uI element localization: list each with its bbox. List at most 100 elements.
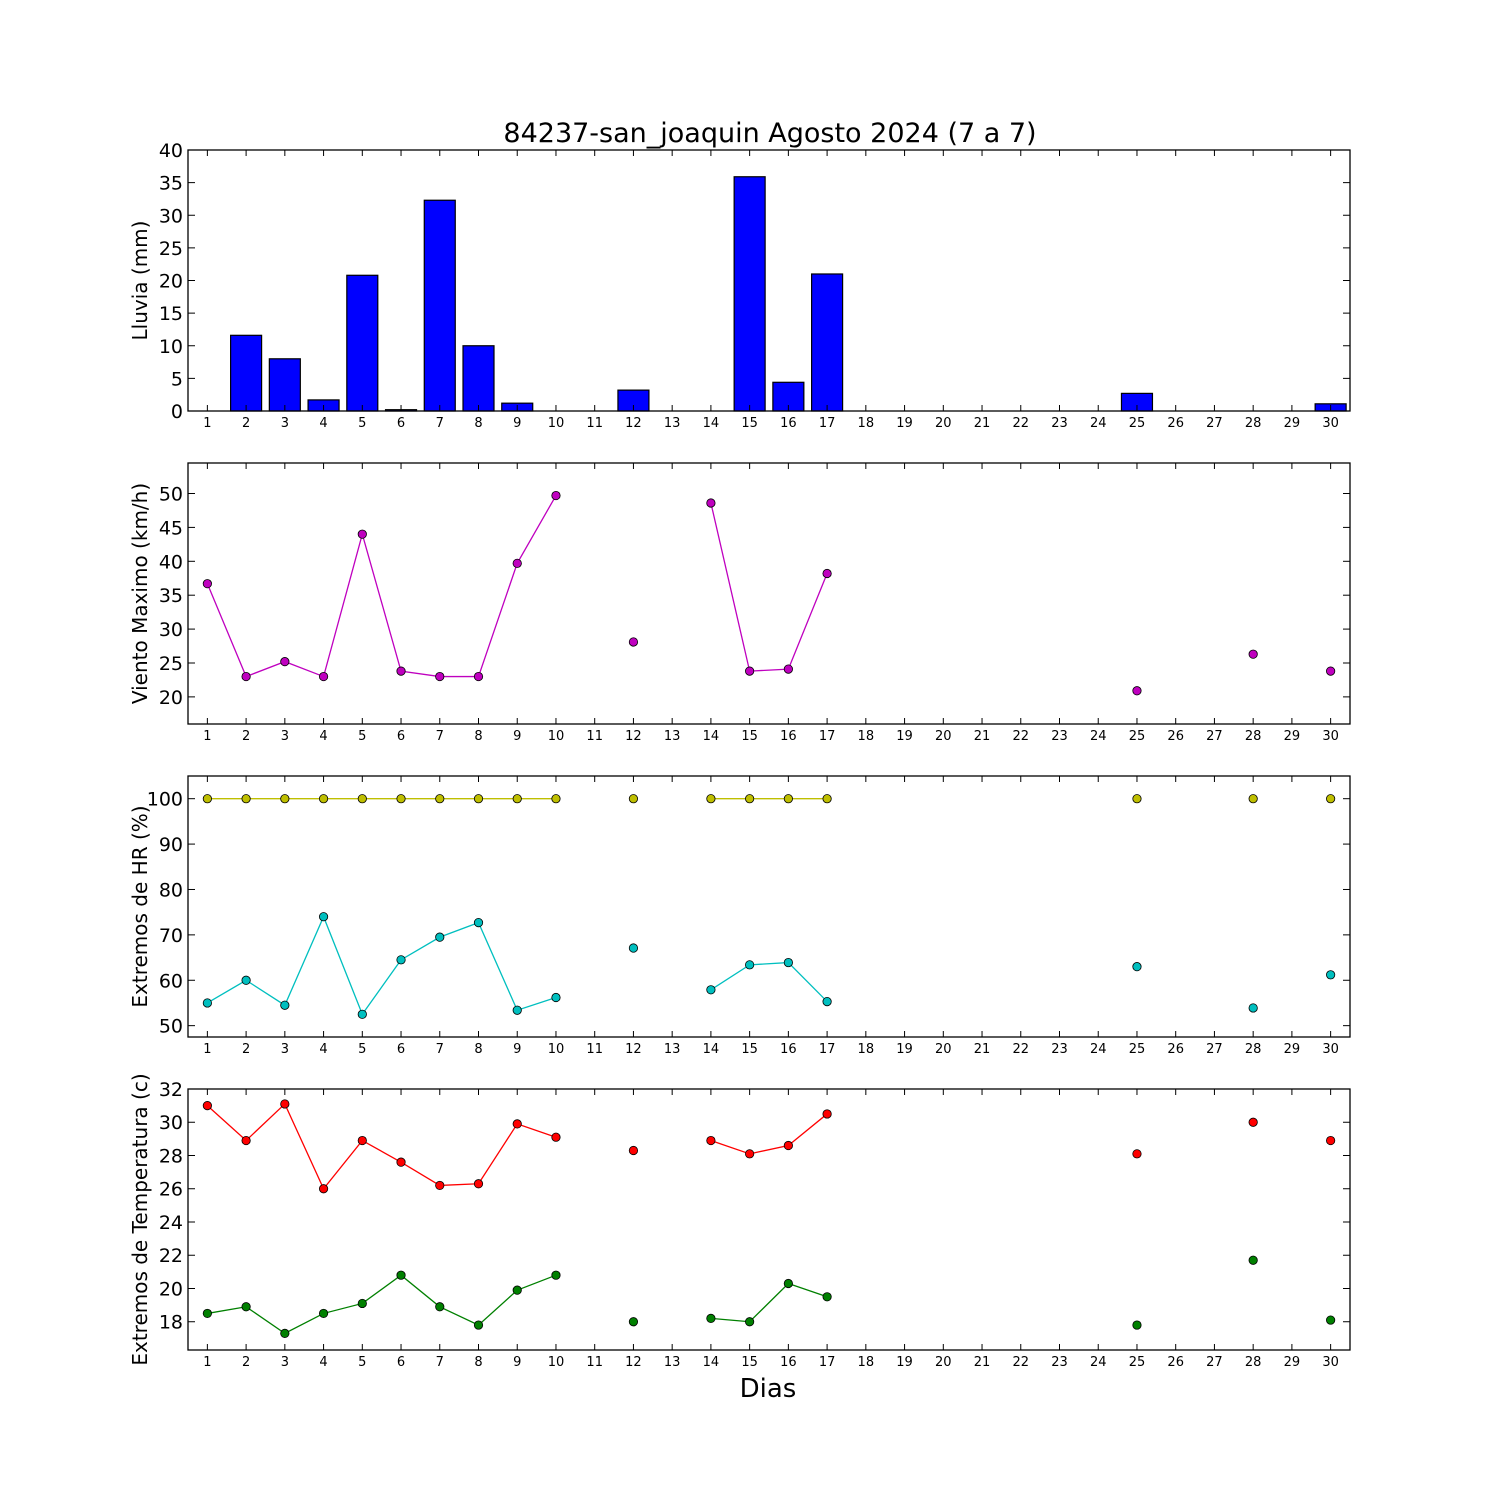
data-point: [357, 1298, 367, 1309]
x-tick-label: 6: [397, 1042, 405, 1057]
x-tick-label: 12: [625, 1355, 642, 1370]
y-tick-label: 25: [159, 238, 183, 260]
x-tick-label: 11: [586, 1042, 603, 1057]
data-point: [822, 794, 832, 804]
rain-bar: [268, 358, 301, 412]
series-line: [710, 1113, 828, 1155]
x-tick-label: 24: [1090, 729, 1107, 744]
x-tick-label: 24: [1090, 416, 1107, 431]
data-point: [512, 1005, 522, 1015]
x-tick-label: 9: [513, 1355, 521, 1370]
y-tick-label: 20: [159, 271, 183, 293]
data-point: [706, 985, 716, 995]
data-point: [435, 1302, 445, 1312]
y-tick-label: 50: [159, 1016, 183, 1038]
x-tick-label: 28: [1245, 416, 1262, 431]
x-tick-label: 13: [664, 1355, 681, 1370]
x-tick-label: 7: [436, 416, 444, 431]
temperature-panel: 1 2 3 4 5 6 7 8 9 10 11 12 13 14 15 16 17 18 19 20 21 22 23 24 2…: [128, 1073, 1351, 1370]
x-tick-label: 9: [513, 416, 521, 431]
data-point: [822, 996, 832, 1007]
data-point: [706, 498, 716, 508]
data-point: [241, 975, 251, 985]
axes-frame: [187, 775, 1351, 1038]
data-point: [706, 1135, 716, 1146]
x-tick-label: 21: [974, 416, 991, 431]
x-tick-label: 19: [896, 729, 913, 744]
data-point: [435, 671, 445, 682]
data-point: [783, 664, 793, 674]
y-axis-label: Viento Maximo (km/h): [128, 483, 152, 704]
data-point: [1248, 649, 1258, 659]
x-tick-label: 15: [741, 416, 758, 431]
data-point: [280, 1099, 290, 1109]
x-tick-label: 10: [548, 416, 565, 431]
x-tick-label: 13: [664, 416, 681, 431]
y-tick-label: 32: [159, 1079, 183, 1101]
x-tick-label: 5: [358, 416, 366, 431]
x-tick-label: 29: [1284, 1355, 1301, 1370]
x-tick-label: 16: [780, 729, 797, 744]
x-tick-label: 4: [319, 416, 327, 431]
x-tick-label: 16: [780, 1042, 797, 1057]
x-tick-label: 12: [625, 729, 642, 744]
x-tick-label: 18: [858, 416, 875, 431]
data-point: [396, 666, 406, 676]
x-tick-label: 26: [1167, 1042, 1184, 1057]
x-tick-label: 11: [586, 729, 603, 744]
x-tick-label: 22: [1012, 416, 1029, 431]
axes-frame: [187, 462, 1351, 725]
data-point: [473, 918, 484, 928]
x-tick-label: 21: [974, 1042, 991, 1057]
x-tick-label: 27: [1206, 729, 1223, 744]
y-axis-label: Lluvia (mm): [128, 221, 152, 341]
rain-bar: [811, 273, 844, 412]
y-tick-label: 20: [159, 687, 183, 709]
x-tick-label: 7: [436, 1355, 444, 1370]
x-tick-label: 13: [664, 729, 681, 744]
x-tick-label: 14: [703, 1042, 720, 1057]
x-tick-label: 18: [858, 1355, 875, 1370]
data-point: [512, 1119, 522, 1129]
x-tick-label: 3: [281, 729, 289, 744]
humidity-panel: 1 2 3 4 5 6 7 8 9 10 11 12 13 14 15 16 17 18 19 20 21 22 23 24 2…: [128, 775, 1351, 1057]
y-tick-label: 40: [159, 551, 183, 573]
data-point: [745, 666, 755, 676]
x-tick-label: 4: [319, 729, 327, 744]
x-tick-label: 15: [741, 729, 758, 744]
x-tick-label: 23: [1051, 1042, 1068, 1057]
y-tick-label: 22: [159, 1245, 183, 1267]
x-tick-label: 8: [474, 1355, 482, 1370]
x-tick-label: 23: [1051, 729, 1068, 744]
data-point: [551, 1132, 561, 1142]
data-point: [202, 1308, 212, 1319]
rain-bar: [346, 274, 379, 412]
x-tick-label: 10: [548, 729, 565, 744]
x-tick-label: 3: [281, 1042, 289, 1057]
x-tick-label: 8: [474, 729, 482, 744]
x-tick-label: 28: [1245, 729, 1262, 744]
x-tick-label: 10: [548, 1042, 565, 1057]
x-tick-label: 24: [1090, 1042, 1107, 1057]
data-point: [512, 558, 522, 568]
x-tick-label: 9: [513, 729, 521, 744]
data-point: [280, 794, 290, 804]
x-tick-label: 29: [1284, 729, 1301, 744]
data-point: [241, 671, 251, 682]
x-tick-label: 1: [203, 729, 211, 744]
data-point: [435, 794, 445, 804]
data-point: [1248, 1255, 1258, 1265]
data-point: [745, 794, 755, 804]
y-tick-label: 20: [159, 1278, 183, 1300]
series-line: [710, 502, 828, 672]
x-tick-label: 22: [1012, 729, 1029, 744]
data-point: [628, 637, 639, 647]
x-tick-label: 9: [513, 1042, 521, 1057]
x-tick-label: 20: [935, 1355, 952, 1370]
data-point: [628, 1145, 639, 1156]
x-tick-label: 7: [436, 1042, 444, 1057]
y-axis-label: Extremos de Temperatura (c): [128, 1073, 152, 1365]
data-point: [551, 992, 561, 1003]
data-point: [473, 1320, 484, 1330]
data-point: [473, 671, 484, 682]
